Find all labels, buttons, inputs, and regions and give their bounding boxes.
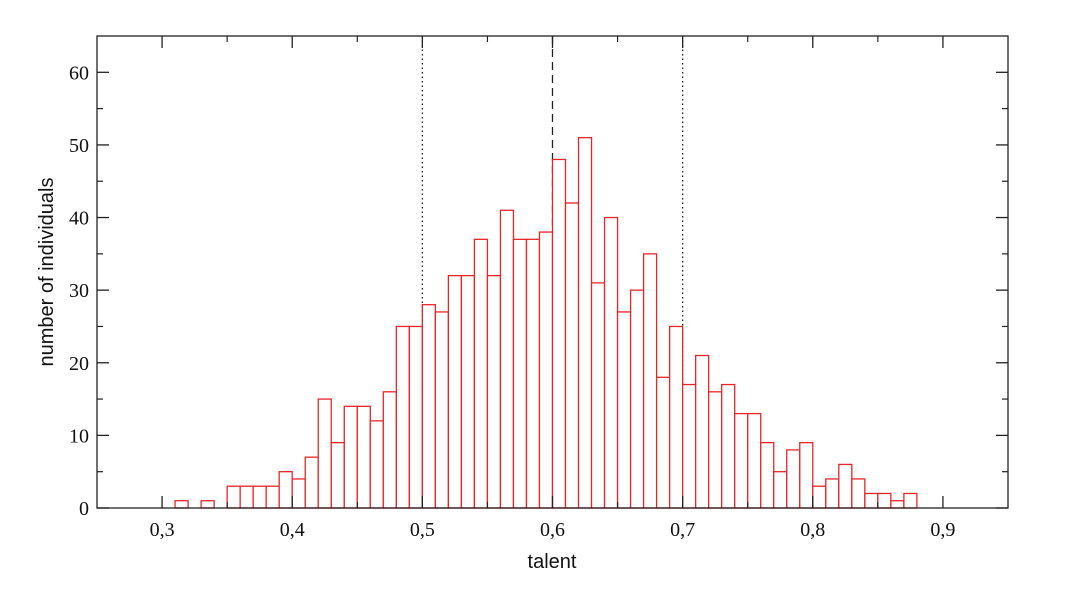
bar — [655, 376, 671, 509]
x-tick-label: 0,6 — [540, 519, 565, 541]
bar — [877, 492, 892, 509]
x-tick-label: 0,3 — [150, 519, 175, 541]
bar — [304, 456, 319, 509]
y-tick-label: 10 — [69, 425, 89, 447]
y-tick-label: 40 — [69, 208, 89, 230]
x-tick-label: 0,9 — [930, 519, 955, 541]
bar — [291, 478, 306, 509]
bar — [786, 449, 801, 509]
bar — [486, 274, 502, 509]
bar — [330, 441, 345, 509]
bar — [408, 325, 424, 509]
x-axis-label: talent — [528, 551, 577, 573]
bar — [747, 412, 762, 509]
bar — [460, 274, 476, 509]
bar — [252, 485, 267, 509]
bar — [382, 391, 397, 509]
bar — [473, 238, 489, 509]
bar — [603, 216, 619, 509]
y-tick-label: 30 — [69, 280, 89, 302]
bar — [668, 325, 684, 509]
bar — [564, 202, 580, 509]
bar — [421, 304, 437, 509]
x-tick-label: 0,7 — [670, 519, 695, 541]
bar — [538, 231, 554, 509]
y-tick-label: 50 — [69, 135, 89, 157]
bar — [278, 471, 293, 509]
bar — [616, 311, 632, 509]
bar — [812, 485, 827, 509]
bar — [864, 492, 879, 509]
bar — [447, 274, 463, 509]
bar — [851, 478, 866, 509]
bar — [343, 405, 358, 509]
x-tick-label: 0,8 — [800, 519, 825, 541]
bar — [760, 441, 775, 509]
bar — [721, 383, 736, 509]
bar — [551, 158, 567, 509]
bar — [317, 398, 332, 509]
bar — [642, 253, 658, 509]
x-tick-label: 0,4 — [280, 519, 305, 541]
bar — [369, 420, 384, 509]
bar — [903, 492, 918, 509]
bar — [695, 354, 710, 509]
bar — [773, 471, 788, 509]
bar — [499, 209, 515, 509]
y-tick-label: 20 — [69, 353, 89, 375]
bar — [734, 412, 749, 509]
y-tick-label: 60 — [69, 62, 89, 84]
bar — [838, 463, 853, 509]
bar — [174, 500, 189, 509]
y-tick-label: 0 — [79, 498, 89, 520]
bar — [890, 500, 905, 509]
bar — [395, 325, 410, 509]
bar — [590, 282, 606, 509]
bar — [434, 311, 450, 509]
bar — [265, 485, 280, 509]
bar — [239, 485, 254, 509]
bar — [681, 383, 697, 509]
bar — [356, 405, 371, 509]
bar — [226, 485, 241, 509]
bar — [200, 500, 215, 509]
bar — [512, 238, 528, 509]
bar — [525, 238, 541, 509]
bar — [629, 289, 645, 509]
bar — [825, 478, 840, 509]
bar — [799, 441, 814, 509]
bar — [708, 391, 723, 509]
y-axis-label: number of individuals — [36, 178, 58, 367]
bar — [577, 137, 593, 509]
x-tick-label: 0,5 — [410, 519, 435, 541]
